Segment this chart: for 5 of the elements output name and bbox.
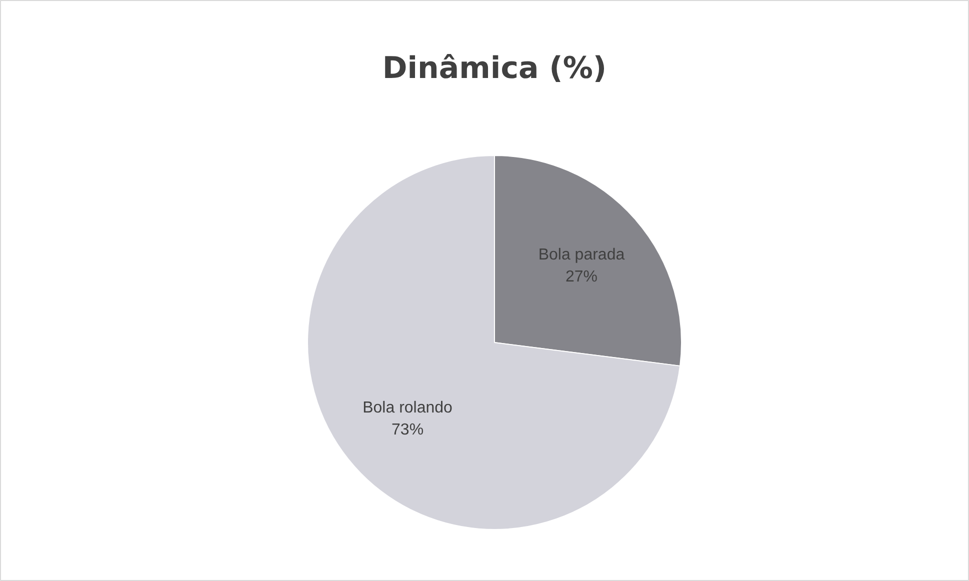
slice-label: Bola parada xyxy=(538,246,625,264)
data-label: 73% xyxy=(392,422,424,439)
chart-title: Dinâmica (%) xyxy=(382,51,607,86)
slice-label: Bola rolando xyxy=(362,400,453,417)
data-label: 27% xyxy=(565,268,598,286)
